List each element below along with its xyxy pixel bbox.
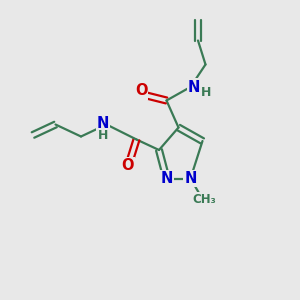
Text: N: N	[160, 171, 173, 186]
Text: H: H	[201, 86, 211, 99]
Text: N: N	[97, 116, 109, 130]
Text: N: N	[188, 80, 200, 94]
Text: N: N	[184, 171, 197, 186]
Text: CH₃: CH₃	[192, 193, 216, 206]
Text: O: O	[121, 158, 134, 173]
Text: O: O	[135, 83, 147, 98]
Text: H: H	[98, 129, 108, 142]
